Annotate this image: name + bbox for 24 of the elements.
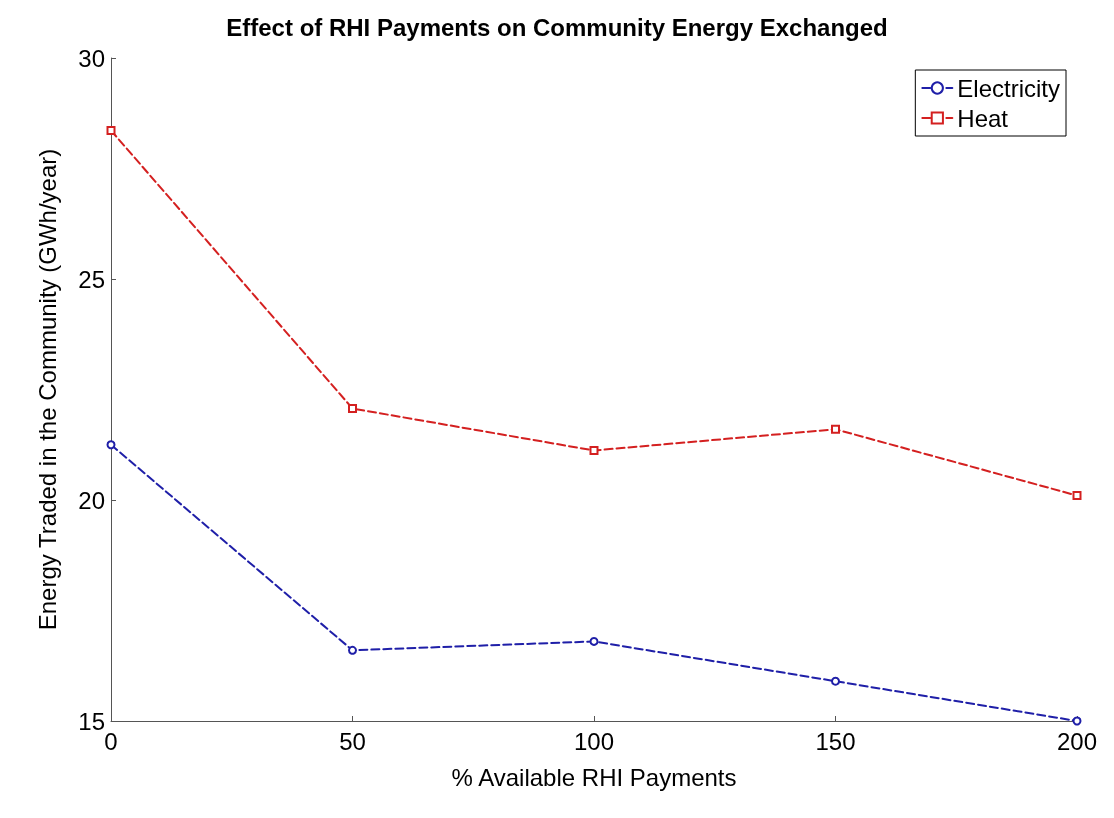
point — [1072, 716, 1082, 726]
y-tick-label: 25 — [78, 265, 105, 293]
point — [1072, 491, 1082, 501]
x-tick-label: 150 — [815, 727, 856, 755]
point — [831, 424, 840, 434]
x-axis-title: % Available RHI Payments — [451, 763, 737, 791]
y-tick-label: 20 — [78, 486, 105, 514]
point — [589, 446, 599, 455]
point — [348, 404, 357, 414]
legend-label: Heat — [957, 104, 1009, 132]
point — [106, 125, 116, 135]
legend-label: Electricity — [957, 74, 1061, 102]
point — [831, 676, 840, 686]
point — [589, 636, 599, 646]
x-tick-label: 100 — [573, 727, 615, 755]
point — [106, 440, 116, 450]
y-tick-label: 30 — [78, 44, 105, 72]
x-tick-label: 0 — [104, 727, 118, 755]
x-tick-label: 200 — [1056, 727, 1098, 755]
chart-title: Effect of RHI Payments on Community Energy Exchanged — [226, 13, 888, 41]
y-tick-label: 15 — [78, 707, 105, 735]
x-tick-label: 50 — [339, 727, 366, 755]
point — [348, 645, 357, 655]
y-axis-title: Energy Traded in the Community (GWh/year) — [33, 148, 61, 631]
